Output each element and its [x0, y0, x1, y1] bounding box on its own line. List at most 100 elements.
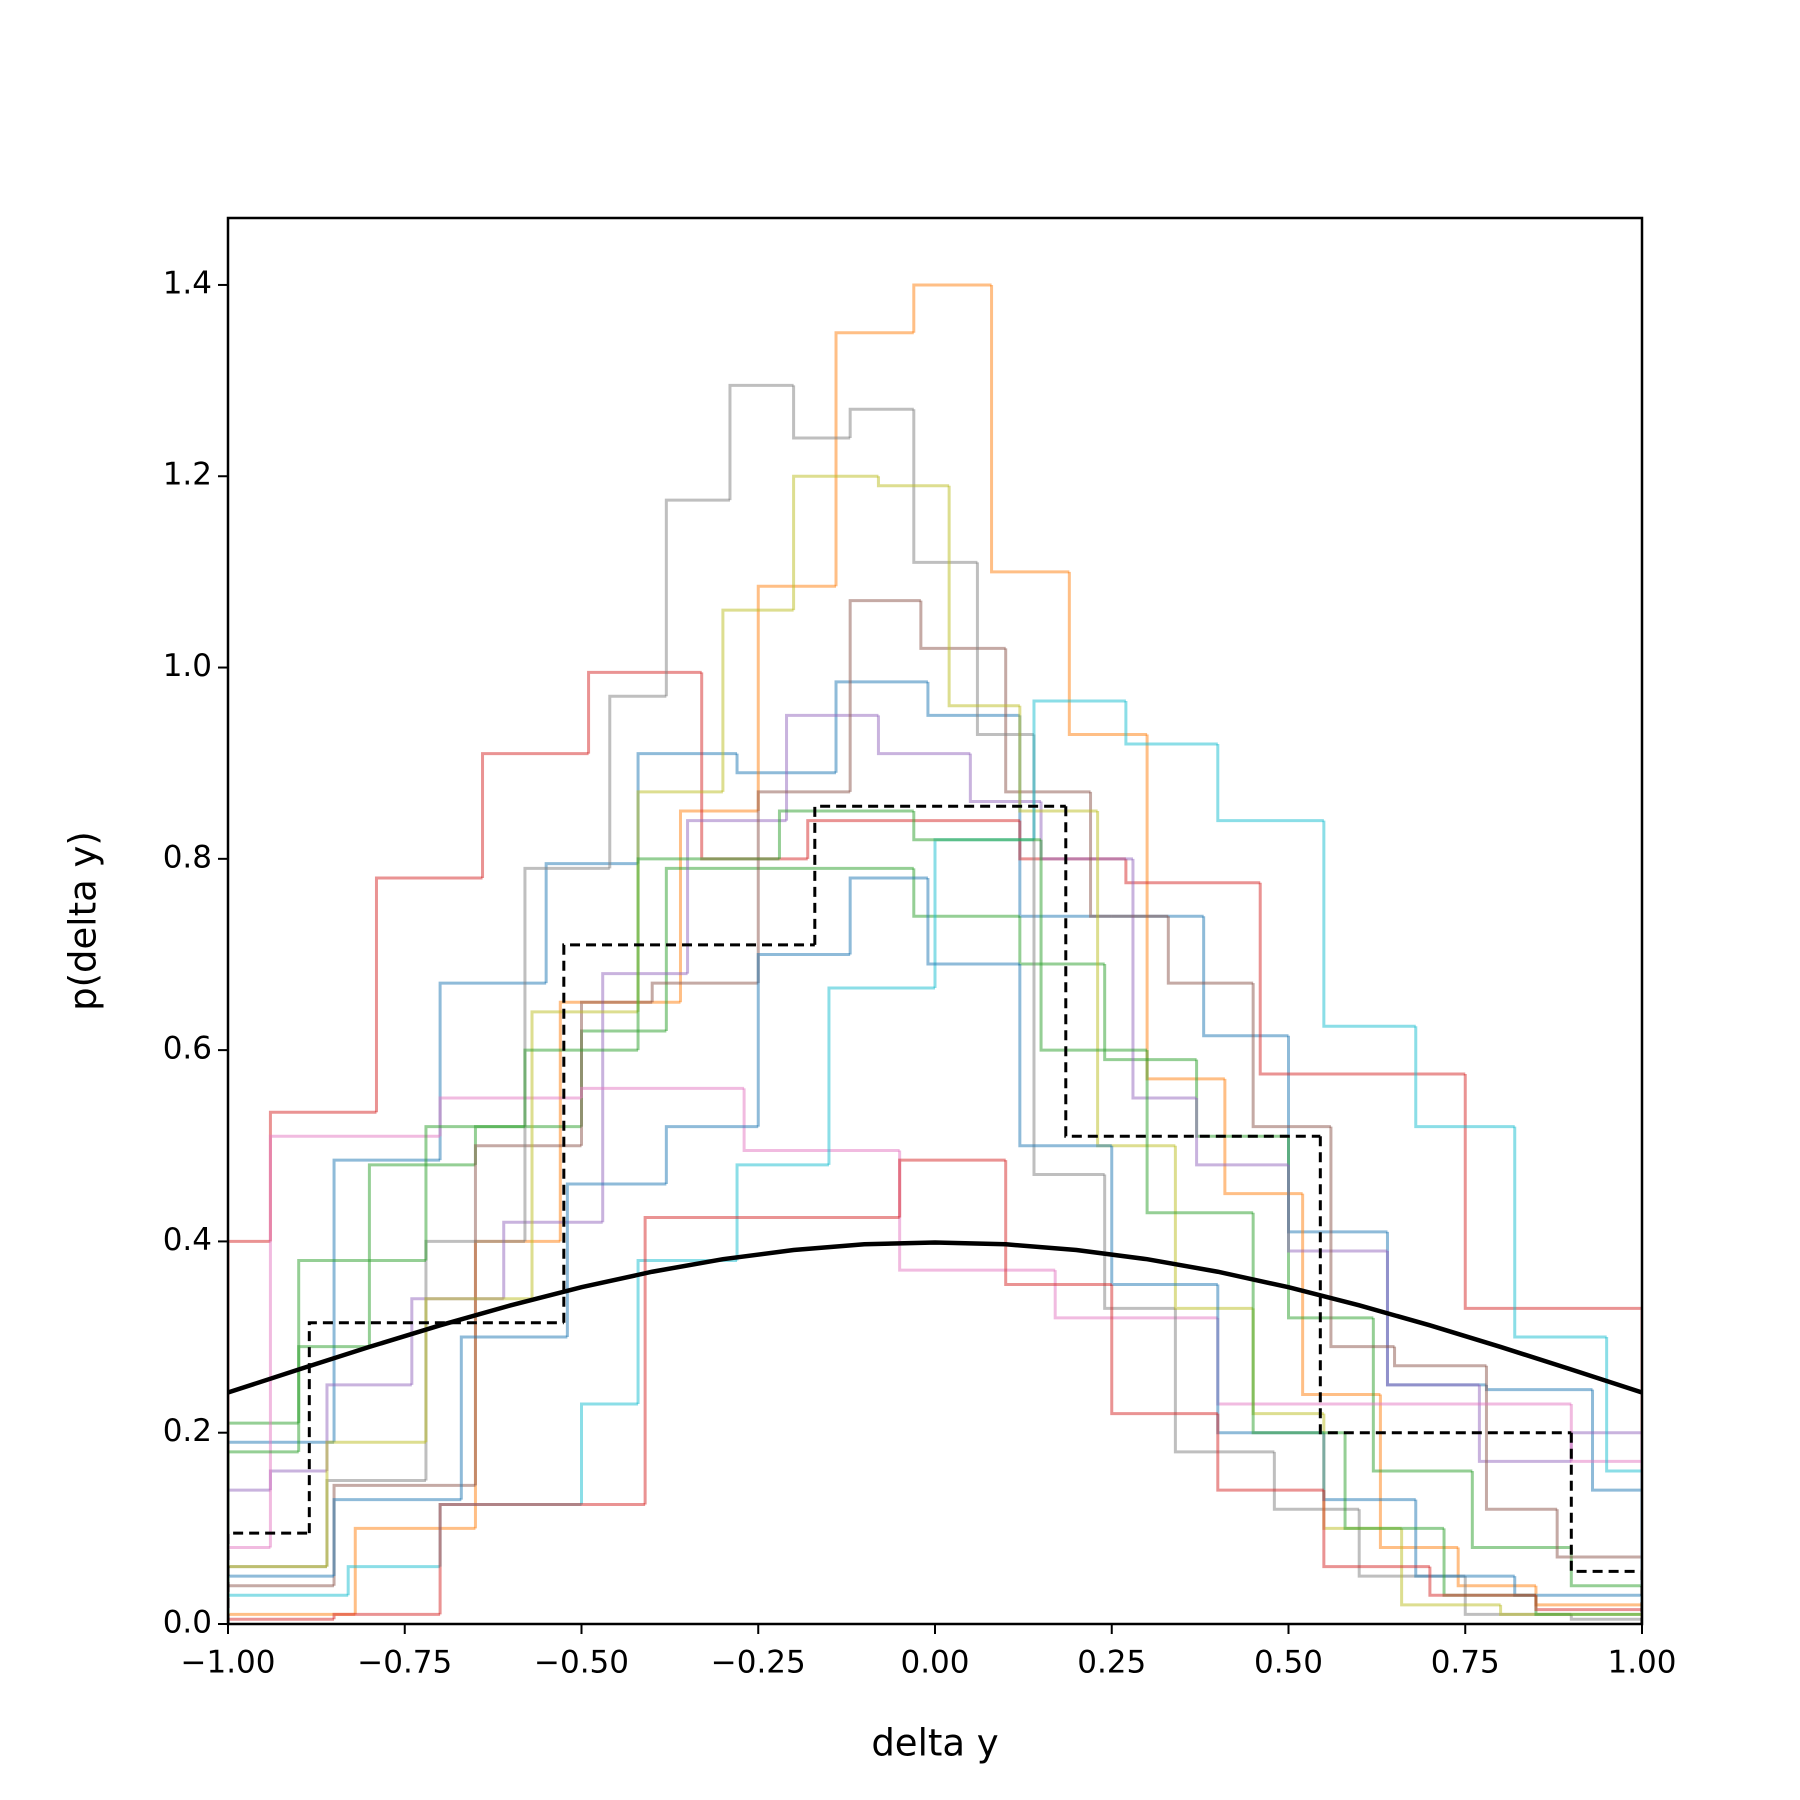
histogram-step — [664, 498, 730, 697]
histogram-step — [876, 476, 950, 488]
histogram-step — [1322, 1490, 1430, 1569]
y-tick-label: 0.0 — [163, 1605, 212, 1641]
histogram-step — [1103, 1174, 1176, 1310]
histogram-step — [792, 474, 879, 611]
histogram-step — [268, 1469, 327, 1491]
histogram-step — [353, 1526, 476, 1615]
x-tick-label: −0.50 — [534, 1645, 629, 1681]
histogram-step — [1124, 858, 1261, 885]
histogram-step — [1272, 1451, 1360, 1511]
histogram-step — [806, 819, 914, 859]
x-tick-label: −1.00 — [181, 1645, 276, 1681]
histogram-step — [1053, 1270, 1218, 1320]
density-curve — [228, 1240, 1642, 1395]
histogram-step — [325, 1440, 426, 1567]
histogram-step — [558, 1000, 681, 1242]
histogram-step — [1216, 744, 1324, 823]
histogram-step — [1569, 1614, 1642, 1624]
histogram-step — [228, 1450, 299, 1624]
histogram-step — [1216, 1284, 1324, 1435]
histogram-step — [1301, 1193, 1381, 1396]
histogram-step — [1223, 1078, 1303, 1196]
histogram-step — [756, 584, 837, 812]
histogram-step — [728, 383, 794, 501]
histogram-step — [721, 608, 794, 792]
histogram-step — [664, 866, 780, 1031]
histogram-step — [834, 331, 914, 587]
histogram-step — [565, 1182, 667, 1338]
histogram-step — [424, 1125, 525, 1261]
histogram-step — [1414, 1026, 1515, 1129]
histogram-step — [1067, 571, 1148, 736]
histogram-step — [438, 1502, 646, 1615]
histogram-step — [228, 1531, 310, 1624]
histogram-step — [1124, 701, 1218, 746]
y-tick-label: 1.0 — [163, 648, 212, 684]
histogram-step — [1032, 734, 1105, 1176]
histogram-step — [785, 713, 879, 821]
histogram-step — [268, 1110, 377, 1242]
histogram-step — [1202, 916, 1289, 1038]
histogram-step — [1569, 1547, 1642, 1624]
histogram-step — [834, 680, 928, 773]
histogram-step — [424, 1297, 533, 1443]
histogram-step — [1385, 1250, 1480, 1387]
histogram-step — [1251, 983, 1331, 1129]
histogram-step — [580, 1029, 667, 1127]
histogram-step — [975, 562, 1034, 736]
histogram-step — [1569, 1432, 1642, 1624]
y-tick-label: 0.2 — [163, 1413, 212, 1449]
histogram-step — [1145, 734, 1225, 1081]
histogram-step — [912, 868, 1020, 918]
histogram-step — [459, 1335, 568, 1500]
axes-frame — [226, 216, 1644, 1626]
histogram-step — [374, 876, 483, 1113]
histogram-step — [1096, 811, 1176, 1148]
histogram-step — [1039, 839, 1148, 1052]
histogram-step — [1195, 1097, 1289, 1167]
x-tick-label: 0.00 — [900, 1645, 969, 1681]
histogram-step — [1195, 1059, 1289, 1138]
histogram-step — [608, 694, 667, 869]
histogram-step — [919, 600, 1006, 650]
histogram-step — [325, 1479, 426, 1567]
histogram-step — [1166, 916, 1254, 985]
histogram-step — [228, 1239, 271, 1624]
histogram-step — [1470, 1470, 1572, 1549]
histogram-step — [1251, 1212, 1346, 1435]
histogram-step — [636, 857, 780, 1051]
histogram-step — [1004, 648, 1091, 794]
histogram-step — [1371, 1317, 1473, 1473]
histogram-step — [580, 1402, 639, 1505]
histogram-step — [530, 1010, 639, 1299]
histogram-step — [544, 862, 639, 984]
y-tick-label: 1.2 — [163, 457, 212, 493]
histogram-step — [1145, 1050, 1254, 1215]
histogram-step — [332, 1498, 462, 1577]
histogram-step — [650, 981, 759, 1003]
histogram-step — [1004, 1160, 1112, 1286]
histogram-step — [876, 715, 971, 756]
histogram-step — [1318, 1136, 1572, 1435]
histogram-step — [735, 1163, 829, 1261]
histogram-step — [325, 1383, 412, 1471]
histogram-step — [523, 1048, 639, 1127]
histogram-step — [898, 1158, 1006, 1218]
histogram-step — [926, 877, 1020, 966]
histogram-step — [438, 1096, 582, 1137]
histogram-step — [1018, 705, 1098, 813]
x-tick-label: 1.00 — [1607, 1645, 1676, 1681]
histogram-step — [1258, 882, 1466, 1076]
histogram-step — [827, 986, 935, 1165]
histogram-step — [1513, 1126, 1607, 1339]
histogram-step — [601, 972, 688, 1223]
y-tick-label: 0.8 — [163, 839, 212, 875]
histogram-step — [502, 1220, 603, 1299]
histogram-step — [481, 752, 589, 878]
histogram-step — [332, 1612, 441, 1620]
histogram-step — [297, 1259, 426, 1452]
histogram-step — [792, 385, 851, 440]
histogram-step — [742, 1088, 900, 1153]
histogram-step — [580, 1000, 653, 1146]
